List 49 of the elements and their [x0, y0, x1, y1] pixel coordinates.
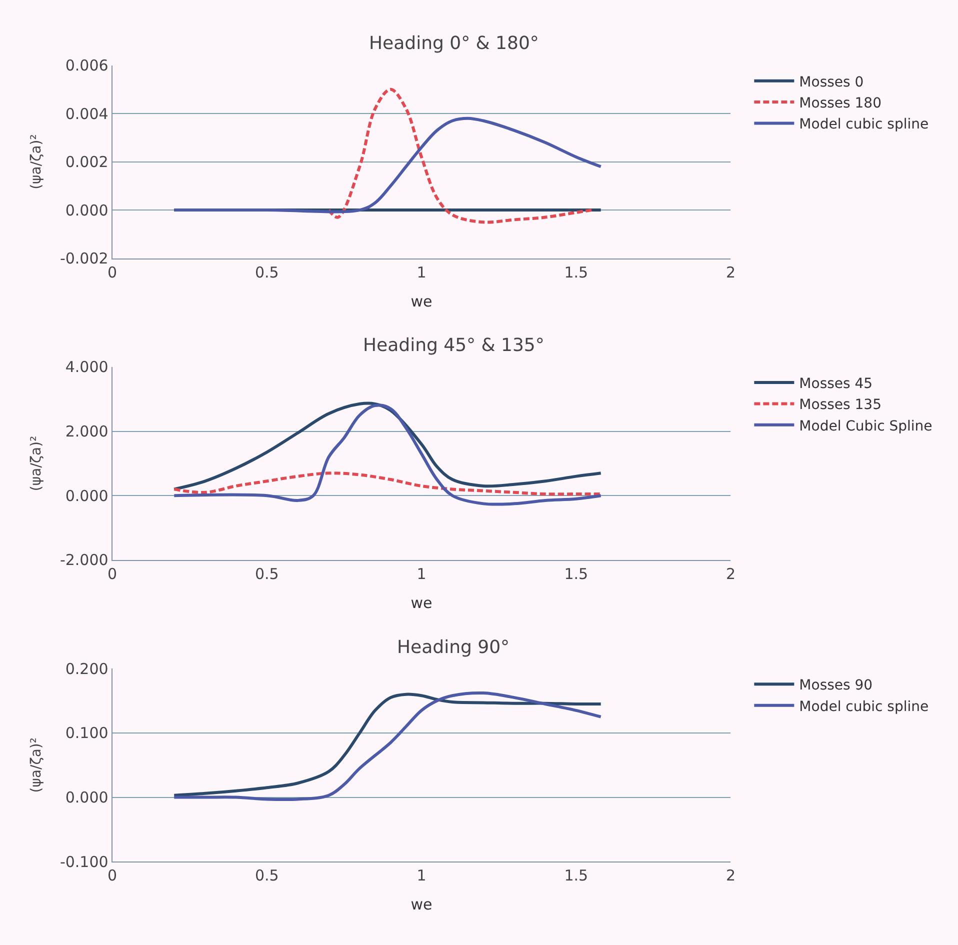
y-tick-label: -0.002: [60, 250, 108, 268]
x-tick-label: 1.5: [564, 564, 588, 583]
line-series: [172, 402, 602, 491]
x-tick-label: 1.5: [564, 866, 588, 885]
x-tick-label: 1: [416, 564, 426, 583]
x-tick-label: 0: [108, 564, 118, 583]
chart-title: Heading 0° & 180°: [369, 33, 539, 54]
y-tick-label: 2.000: [65, 422, 108, 441]
x-axis-title: we: [410, 896, 432, 914]
x-tick-label: 2: [726, 866, 736, 885]
x-tick-label: 1.5: [564, 263, 588, 282]
y-axis-title: (ψa/ζa)²: [28, 134, 45, 190]
y-tick-label: 0.006: [65, 56, 108, 74]
y-tick-label: 0.000: [65, 486, 108, 505]
y-tick-label: -0.100: [60, 852, 108, 871]
line-series: [172, 472, 602, 496]
y-tick-label: 0.000: [65, 788, 108, 807]
y-axis-title: (ψa/ζa)²: [28, 737, 45, 793]
x-tick-label: 2: [726, 263, 736, 282]
y-tick-label: 0.100: [65, 724, 108, 742]
legend-label: Mosses 0: [799, 74, 864, 90]
chart-title: Heading 90°: [397, 637, 510, 658]
legend-label: Mosses 90: [799, 678, 873, 694]
y-tick-label: 0.200: [65, 660, 108, 678]
y-tick-label: 0.004: [65, 104, 108, 123]
legend-label: Model Cubic Spline: [799, 418, 932, 434]
x-tick-label: 1: [416, 866, 426, 885]
x-tick-label: 0: [108, 263, 118, 282]
x-tick-label: 2: [726, 564, 736, 583]
x-tick-label: 0: [108, 866, 118, 885]
x-axis-title: we: [410, 594, 432, 612]
line-series: [172, 404, 602, 506]
chart-title: Heading 45° & 135°: [363, 335, 544, 356]
y-axis-title: (ψa/ζa)²: [28, 436, 45, 492]
legend-label: Model cubic spline: [799, 116, 929, 133]
y-tick-label: 0.002: [65, 153, 108, 172]
x-axis-title: we: [410, 292, 432, 310]
y-tick-label: 4.000: [65, 358, 108, 376]
x-tick-label: 1: [416, 263, 426, 282]
line-series: [327, 88, 594, 224]
legend-label: Mosses 180: [799, 96, 882, 112]
y-tick-label: -2.000: [60, 551, 108, 570]
legend-label: Mosses 45: [799, 376, 873, 392]
x-tick-label: 0.5: [254, 866, 279, 885]
x-tick-label: 0.5: [254, 564, 279, 583]
legend-label: Model cubic spline: [799, 698, 929, 715]
legend-label: Mosses 135: [799, 397, 882, 414]
y-tick-label: 0.000: [65, 201, 108, 220]
x-tick-label: 0.5: [254, 263, 279, 282]
